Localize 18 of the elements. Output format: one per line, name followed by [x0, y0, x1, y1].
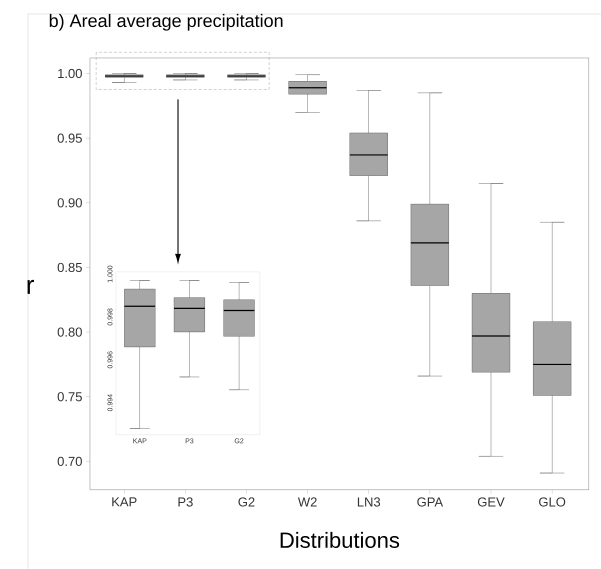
y-tick-label: 0.80 [58, 327, 82, 337]
y-axis-title: r [28, 280, 34, 294]
y-tick-label: 0.85 [58, 262, 82, 272]
x-tick-label: GEV [478, 497, 505, 507]
x-tick-label: LN3 [358, 497, 380, 507]
x-tick-label: P3 [178, 497, 193, 507]
x-tick-label: KAP [112, 497, 137, 506]
x-tick-label: W2 [298, 497, 317, 506]
y-tick-label: 0.95 [58, 134, 82, 143]
y-tick-label: 0.90 [58, 198, 82, 208]
x-tick-label: G2 [238, 497, 254, 507]
y-tick-label: 0.70 [58, 456, 82, 466]
x-tick-label: GLO [539, 497, 566, 507]
x-tick-label: GPA [417, 497, 444, 507]
x-axis-title: Distributions [280, 532, 400, 548]
y-tick-label: 0.75 [58, 392, 82, 402]
y-tick-label: 1.00 [58, 68, 82, 78]
chart-title: b) Areal average precipitation [50, 14, 282, 31]
